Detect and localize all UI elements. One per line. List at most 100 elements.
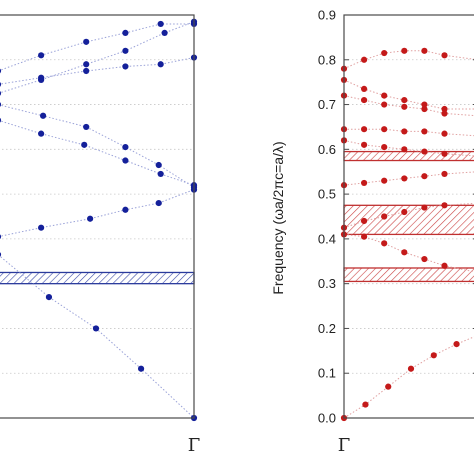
band-point xyxy=(157,61,164,68)
y-tick-label: 0.8 xyxy=(318,52,336,67)
band-point xyxy=(421,173,428,180)
band-point xyxy=(381,213,388,220)
band-point xyxy=(137,365,145,372)
band-point xyxy=(441,130,448,137)
band-point xyxy=(401,103,408,110)
band-point xyxy=(421,101,428,108)
band-point xyxy=(122,206,129,213)
y-tick-label: 0.3 xyxy=(318,276,336,291)
band-point xyxy=(155,199,162,207)
band-point xyxy=(0,90,2,96)
band-point xyxy=(421,204,428,211)
band-point xyxy=(122,47,129,54)
band-point xyxy=(38,130,45,137)
x-tick-label: Γ xyxy=(188,435,201,456)
band-gap xyxy=(343,267,474,283)
band-point xyxy=(421,255,428,263)
band-point xyxy=(421,148,428,155)
band-point xyxy=(361,56,368,63)
y-tick-label: 0.6 xyxy=(318,142,336,157)
band-line xyxy=(0,120,195,186)
band-point xyxy=(122,157,129,164)
band-point xyxy=(0,252,2,257)
band-point xyxy=(421,105,428,113)
band-point xyxy=(401,47,408,54)
band-point xyxy=(441,110,448,117)
band-point xyxy=(92,325,100,332)
band-point xyxy=(421,128,428,135)
band-line xyxy=(0,104,195,188)
band-point xyxy=(0,117,2,123)
band-point xyxy=(361,217,368,225)
band-point xyxy=(361,126,368,133)
band-point xyxy=(361,96,368,104)
band-point xyxy=(361,85,368,92)
band-gap xyxy=(343,150,474,162)
x-tick-label: Γ xyxy=(338,435,351,456)
band-point xyxy=(122,29,129,37)
y-tick-label: 0.0 xyxy=(318,411,336,426)
band-point xyxy=(83,123,90,131)
band-point xyxy=(361,141,368,148)
band-point xyxy=(401,128,408,135)
band-point xyxy=(441,202,448,209)
band-point xyxy=(385,383,392,390)
band-point xyxy=(453,341,460,348)
right-band-diagram: 0.0 0.1 0.2 0.3 0.4 0.5 0.6 0.7 0.8 0.9 Γ xyxy=(318,8,474,456)
band-gap xyxy=(0,271,195,285)
band-point xyxy=(361,233,368,240)
band-point xyxy=(381,49,388,57)
band-point xyxy=(430,352,437,359)
left-band-diagram: Γ xyxy=(0,14,201,456)
y-tick-label: 0.7 xyxy=(318,97,336,112)
y-tick-label: 0.5 xyxy=(318,187,336,202)
band-point xyxy=(381,126,388,133)
band-line xyxy=(0,21,195,94)
band-point xyxy=(157,20,164,28)
band-point xyxy=(401,249,408,256)
band-point xyxy=(0,68,2,74)
band-point xyxy=(441,170,448,178)
band-line xyxy=(343,233,474,273)
band-point xyxy=(83,61,90,68)
band-point xyxy=(441,150,448,157)
band-point xyxy=(401,175,408,182)
y-tick-label: 0.9 xyxy=(318,8,336,23)
band-point xyxy=(157,170,164,178)
right-y-axis-label: Frequency (ωa/2πc=a/λ) xyxy=(270,141,286,294)
band-point xyxy=(122,63,129,70)
plot-frame xyxy=(343,14,474,419)
band-point xyxy=(161,29,168,37)
band-point xyxy=(381,143,388,151)
band-point xyxy=(39,112,47,119)
band-line xyxy=(0,189,195,237)
band-point xyxy=(155,161,162,169)
band-point xyxy=(45,294,53,301)
band-point xyxy=(0,102,2,107)
band-point xyxy=(81,141,88,148)
y-tick-label: 0.1 xyxy=(318,366,336,381)
band-point xyxy=(362,401,369,408)
band-point xyxy=(401,96,408,104)
band-point xyxy=(441,105,448,113)
band-line xyxy=(0,57,195,85)
band-point xyxy=(83,67,90,75)
band-point xyxy=(38,52,45,59)
band-point xyxy=(87,215,94,222)
band-point xyxy=(381,240,388,247)
y-tick-label: 0.4 xyxy=(318,231,336,246)
plot-frame xyxy=(0,14,195,419)
band-point xyxy=(381,101,388,108)
y-tick-label: 0.2 xyxy=(318,321,336,336)
band-point xyxy=(401,208,408,216)
band-point xyxy=(83,38,90,45)
band-point xyxy=(38,224,45,231)
band-point xyxy=(381,92,388,99)
band-point xyxy=(407,365,415,372)
band-point xyxy=(0,82,2,87)
band-point xyxy=(381,177,388,184)
band-point xyxy=(122,143,129,151)
band-point xyxy=(421,47,428,54)
band-point xyxy=(441,52,448,59)
